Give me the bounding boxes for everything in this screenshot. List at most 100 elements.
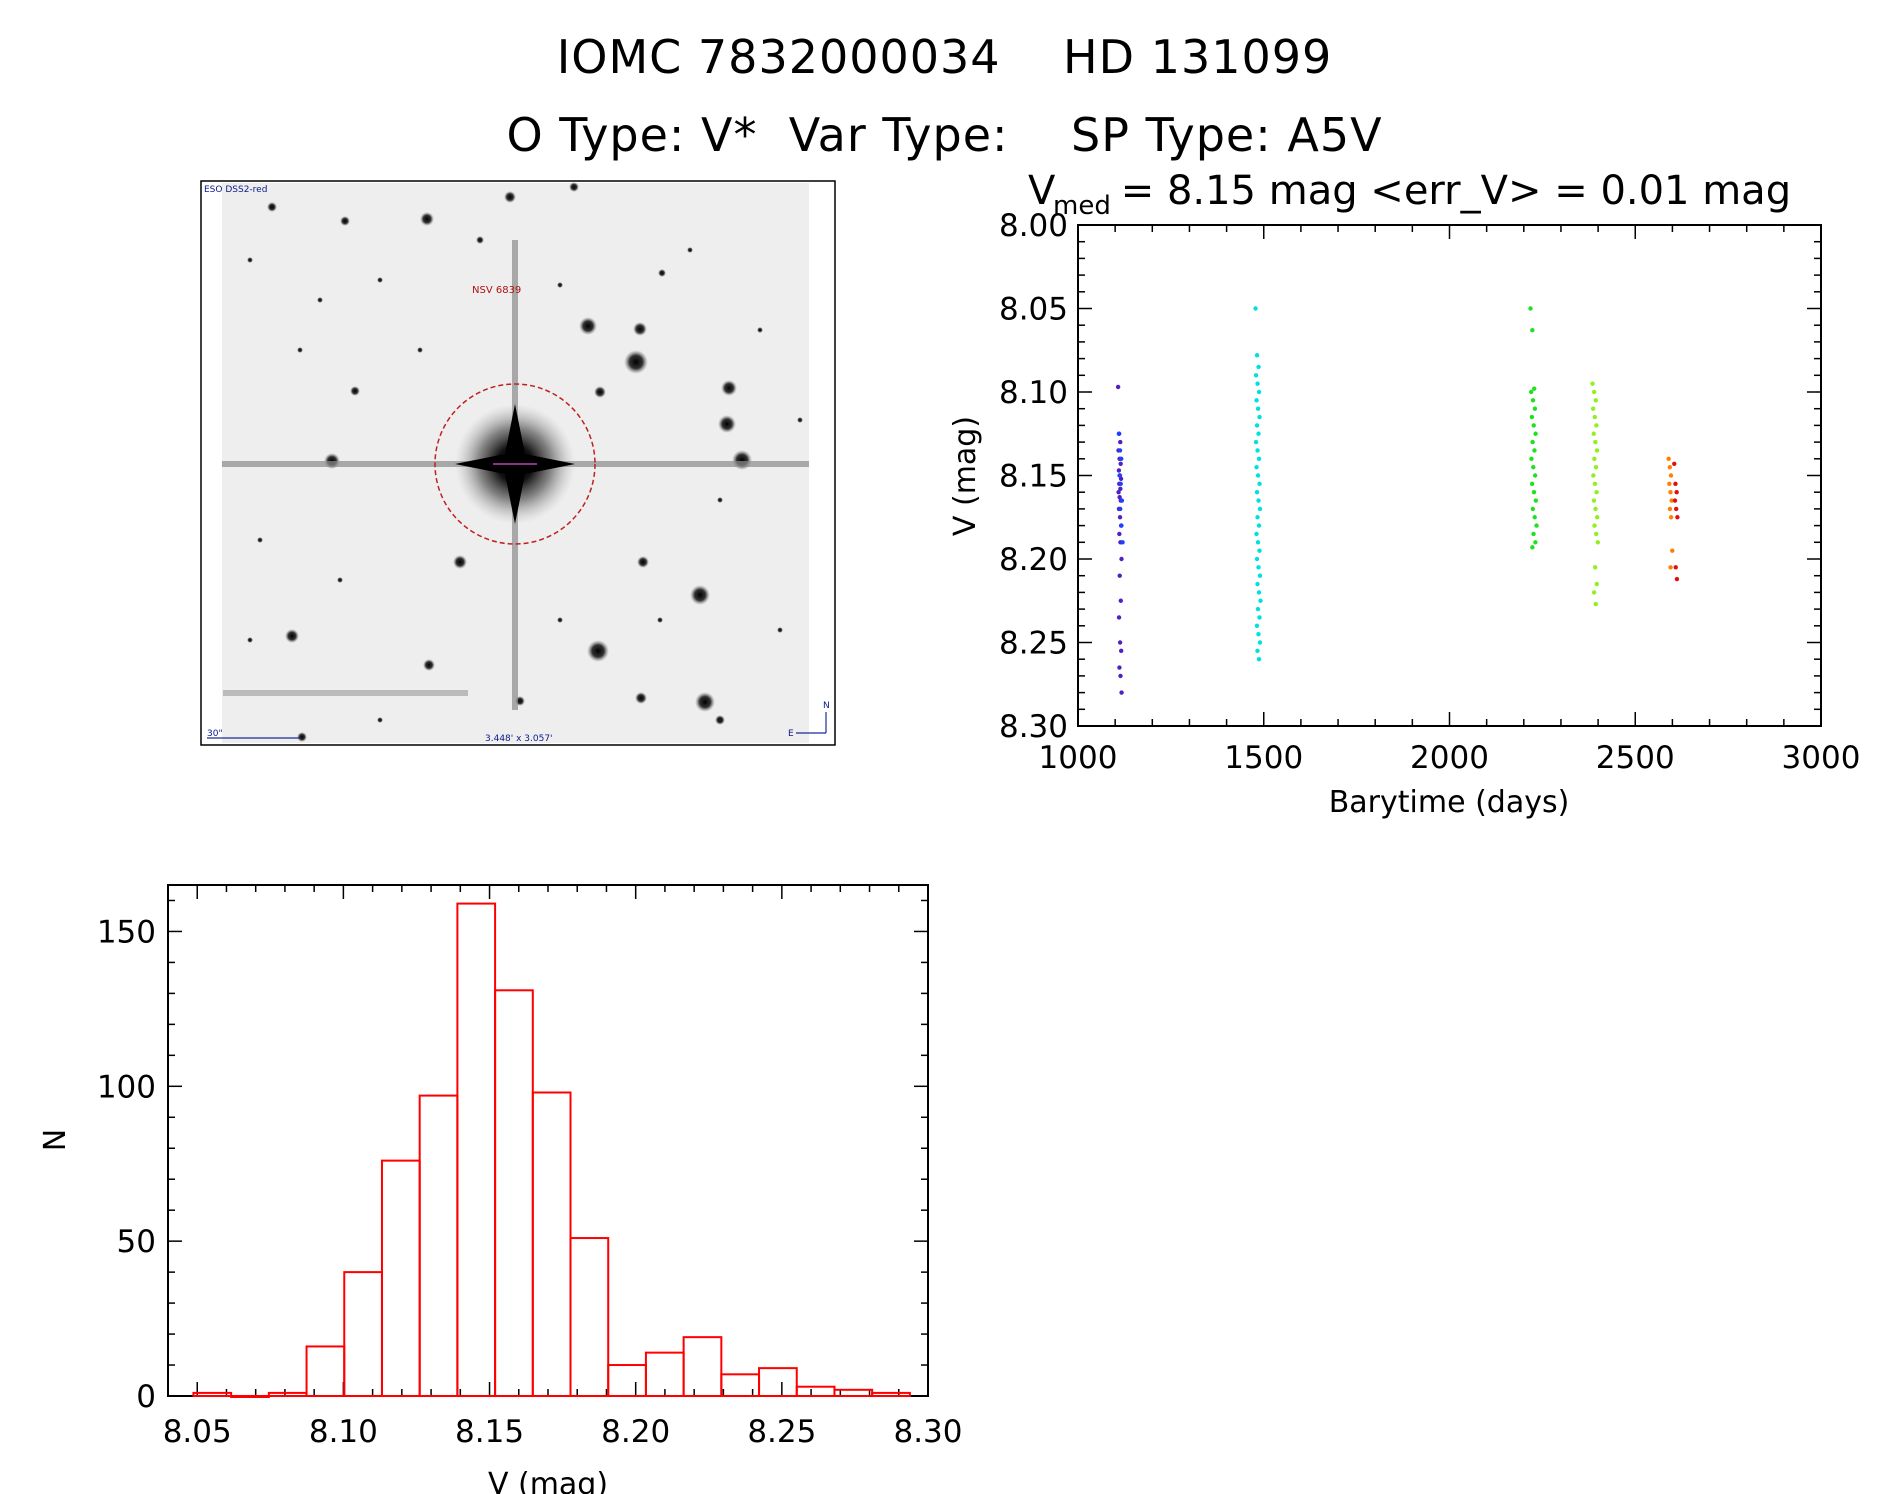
data-point bbox=[1530, 439, 1535, 445]
field-star bbox=[285, 629, 299, 643]
hist-x-tick-label: 8.05 bbox=[163, 1414, 232, 1450]
histogram-bar bbox=[682, 1336, 723, 1398]
data-point bbox=[1667, 506, 1673, 512]
sky-image-panel: ESO DSS2-red NSV 6839 30" 3.448' x 3.057… bbox=[200, 180, 836, 746]
field-star bbox=[633, 322, 647, 336]
data-point bbox=[1528, 306, 1533, 311]
field-star bbox=[337, 577, 343, 583]
data-point bbox=[1530, 545, 1535, 550]
data-point bbox=[1256, 364, 1261, 370]
data-point bbox=[1675, 515, 1680, 520]
histogram-bar bbox=[380, 1159, 421, 1397]
light-curve-points bbox=[1115, 306, 1680, 695]
field-star bbox=[504, 191, 516, 203]
field-star bbox=[377, 717, 383, 723]
data-point bbox=[1257, 615, 1262, 620]
histogram-bar bbox=[418, 1094, 459, 1398]
data-point bbox=[1256, 523, 1262, 528]
data-point bbox=[1255, 406, 1261, 411]
data-point bbox=[1116, 615, 1122, 620]
field-star bbox=[557, 617, 563, 623]
horizontal-streak bbox=[223, 690, 468, 696]
data-point bbox=[1120, 540, 1125, 545]
data-point bbox=[1119, 523, 1124, 528]
data-point bbox=[1594, 423, 1599, 428]
data-point bbox=[1530, 328, 1535, 333]
data-point bbox=[1118, 673, 1123, 679]
data-point bbox=[1592, 565, 1598, 570]
data-point bbox=[1254, 398, 1259, 403]
data-point bbox=[1256, 498, 1261, 503]
hist-x-tick-label: 8.20 bbox=[601, 1414, 670, 1450]
data-point bbox=[1118, 439, 1123, 445]
data-point bbox=[1118, 476, 1124, 482]
field-star bbox=[423, 659, 435, 671]
hist-x-tick-label: 8.10 bbox=[309, 1414, 378, 1450]
data-point bbox=[1669, 498, 1674, 503]
data-point bbox=[1255, 581, 1260, 587]
x-tick-label: 2000 bbox=[1410, 740, 1489, 776]
data-point bbox=[1673, 506, 1679, 512]
data-point bbox=[1531, 423, 1536, 428]
field-star bbox=[635, 692, 647, 704]
field-star bbox=[717, 497, 723, 503]
data-point bbox=[1591, 590, 1597, 595]
data-point bbox=[1253, 373, 1259, 378]
title-line-1: IOMC 7832000034 HD 131099 bbox=[556, 30, 1333, 84]
field-star bbox=[420, 212, 434, 226]
data-point bbox=[1116, 490, 1121, 495]
data-point bbox=[1593, 531, 1599, 537]
data-point bbox=[1257, 481, 1262, 487]
data-point bbox=[1255, 473, 1261, 478]
histogram-bar bbox=[305, 1345, 346, 1397]
data-point bbox=[1117, 640, 1123, 645]
data-point bbox=[1594, 581, 1599, 587]
data-point bbox=[1256, 565, 1261, 570]
y-tick-label: 8.25 bbox=[999, 626, 1068, 662]
field-star bbox=[594, 386, 606, 398]
data-point bbox=[1529, 456, 1534, 461]
data-point bbox=[1257, 640, 1263, 645]
y-tick-label: 8.30 bbox=[999, 709, 1068, 745]
histogram-bar bbox=[456, 902, 497, 1398]
data-point bbox=[1593, 601, 1598, 607]
histogram-bar bbox=[267, 1391, 308, 1398]
light-curve-title-rest: = 8.15 mag <err_V> = 0.01 mag bbox=[1108, 168, 1791, 214]
histogram-x-axis-label: V (mag) bbox=[488, 1467, 608, 1494]
data-point bbox=[1118, 486, 1123, 492]
data-point bbox=[1529, 414, 1535, 420]
data-point bbox=[1591, 389, 1597, 395]
light-curve-ticks: 1000 1500 2000 2500 3000 8.00 8.05 8.10 8.15 8.20… bbox=[999, 208, 1860, 776]
data-point bbox=[1118, 648, 1124, 654]
field-star bbox=[657, 617, 663, 623]
data-point bbox=[1254, 531, 1259, 537]
data-point bbox=[1254, 423, 1260, 428]
histogram-bars bbox=[192, 902, 911, 1398]
light-curve-title-main: V bbox=[1028, 168, 1056, 214]
field-star bbox=[715, 715, 725, 725]
data-point bbox=[1533, 498, 1539, 503]
data-point bbox=[1531, 386, 1537, 391]
histogram-bar bbox=[494, 989, 534, 1398]
compass-east-label: E bbox=[788, 729, 794, 739]
field-star bbox=[257, 537, 263, 543]
light-curve-title-sub: med bbox=[1053, 191, 1111, 221]
data-point bbox=[1668, 515, 1674, 520]
compass-north-label: N bbox=[823, 701, 830, 711]
data-point bbox=[1595, 515, 1600, 520]
data-point bbox=[1116, 431, 1122, 436]
data-point bbox=[1668, 565, 1673, 570]
histogram-bar bbox=[758, 1367, 798, 1398]
data-point bbox=[1532, 515, 1537, 520]
histogram-bar bbox=[192, 1391, 233, 1398]
data-point bbox=[1594, 490, 1599, 495]
data-point bbox=[1673, 481, 1678, 487]
field-star bbox=[267, 202, 277, 212]
data-point bbox=[1254, 623, 1260, 628]
x-tick-label: 1500 bbox=[1224, 740, 1303, 776]
data-point bbox=[1255, 540, 1261, 545]
histogram-plot: 8.05 8.10 8.15 8.20 8.25 8.30 0 50 100 150 V (mag… bbox=[38, 884, 963, 1494]
data-point bbox=[1533, 540, 1538, 545]
data-point bbox=[1672, 461, 1677, 467]
